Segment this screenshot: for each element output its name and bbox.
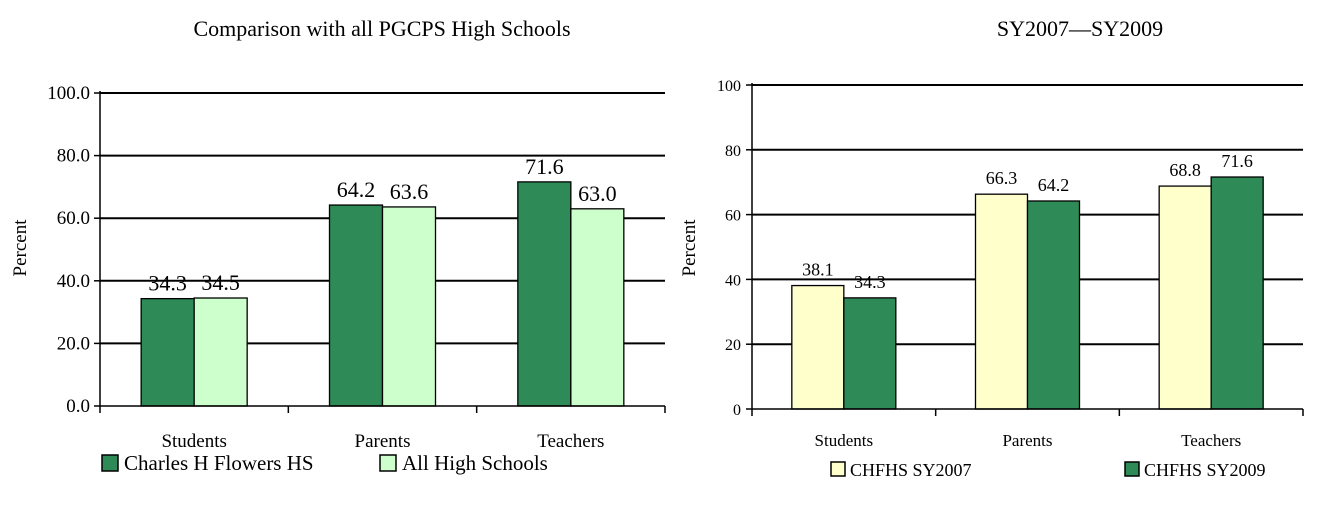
left-legend-label: Charles H Flowers HS (124, 451, 314, 475)
left-bar (570, 208, 625, 407)
left-chart-ylabel: Percent (10, 219, 31, 277)
left-bar (517, 181, 572, 407)
left-category-label: Students (161, 431, 226, 452)
right-ytick-label: 20 (725, 337, 741, 354)
left-data-label: 63.0 (578, 181, 617, 206)
left-chart-title: Comparison with all PGCPS High Schools (193, 16, 570, 41)
right-category-label: Teachers (1181, 431, 1241, 450)
plot-layer: 0.0 20.0 40.0 60.0 80.0 100.0 34.3 64.2 71.6 34.5… (47, 78, 1304, 480)
left-ytick-label: 60.0 (57, 208, 90, 229)
right-legend-label: CHFHS SY2009 (1144, 460, 1266, 480)
left-legend-label: All High Schools (402, 451, 548, 475)
left-legend-swatch (379, 454, 397, 472)
right-bar (1210, 176, 1264, 410)
right-ytick-label: 100 (717, 78, 741, 95)
right-data-label: 66.3 (986, 168, 1018, 188)
left-legend-swatch (101, 454, 119, 472)
left-bar (381, 206, 437, 407)
right-ytick-label: 0 (733, 402, 741, 419)
right-legend-swatch (830, 461, 846, 477)
right-bar (1158, 185, 1212, 410)
right-legend-swatch (1124, 461, 1140, 477)
left-data-label: 34.5 (201, 270, 240, 295)
right-ytick-label: 40 (725, 272, 741, 289)
right-chart-title: SY2007—SY2009 (997, 16, 1163, 41)
right-chart-ylabel: Percent (679, 219, 700, 277)
left-data-label: 34.3 (148, 271, 187, 296)
right-bar (974, 193, 1029, 410)
right-ytick-label: 80 (725, 143, 741, 160)
left-bar (140, 297, 195, 407)
right-data-label: 71.6 (1221, 151, 1253, 171)
right-category-label: Students (815, 431, 874, 450)
right-data-label: 64.2 (1038, 175, 1070, 195)
right-data-label: 38.1 (802, 260, 834, 280)
left-ytick-label: 40.0 (57, 271, 90, 292)
left-ytick-label: 20.0 (57, 333, 90, 354)
left-category-label: Parents (355, 431, 411, 452)
right-data-label: 34.3 (854, 272, 886, 292)
right-bar (791, 284, 845, 410)
left-ytick-label: 80.0 (57, 146, 90, 167)
right-legend-label: CHFHS SY2007 (850, 460, 972, 480)
right-category-label: Parents (1002, 431, 1052, 450)
left-data-label: 64.2 (337, 177, 376, 202)
left-data-label: 63.6 (390, 179, 429, 204)
left-bar (328, 204, 384, 407)
left-data-label: 71.6 (525, 154, 564, 179)
left-ytick-label: 0.0 (66, 396, 90, 417)
right-data-label: 68.8 (1169, 160, 1201, 180)
right-ytick-label: 60 (725, 208, 741, 225)
left-ytick-label: 100.0 (47, 83, 90, 104)
right-bar (1026, 200, 1081, 410)
left-bar (193, 297, 248, 407)
left-category-label: Teachers (537, 431, 604, 452)
right-bar (843, 297, 897, 410)
